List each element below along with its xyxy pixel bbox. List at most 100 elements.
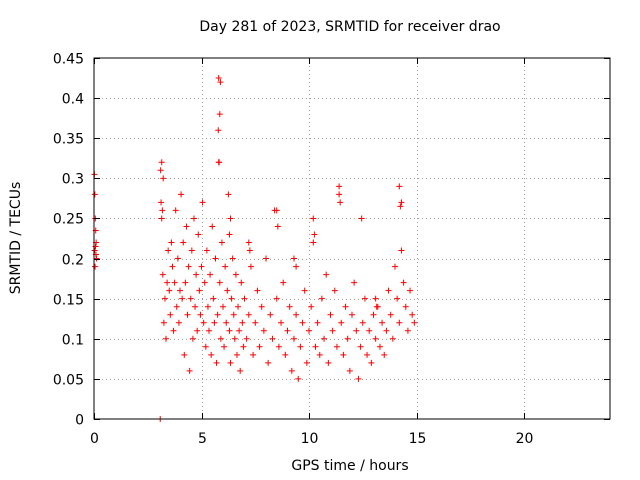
data-point bbox=[158, 159, 165, 166]
x-axis-label: GPS time / hours bbox=[291, 458, 408, 474]
data-points bbox=[91, 75, 418, 422]
data-point bbox=[159, 271, 166, 278]
data-point bbox=[349, 311, 355, 318]
y-tick-label: 0.15 bbox=[53, 293, 84, 309]
data-point bbox=[411, 319, 418, 326]
data-point bbox=[163, 335, 170, 342]
data-point bbox=[340, 351, 347, 358]
data-point bbox=[280, 279, 287, 286]
data-point bbox=[383, 327, 390, 334]
data-point bbox=[303, 359, 310, 366]
data-point bbox=[290, 255, 297, 262]
data-point bbox=[213, 359, 220, 366]
data-point bbox=[216, 159, 223, 166]
data-point bbox=[361, 295, 368, 302]
data-point bbox=[376, 343, 383, 350]
data-point bbox=[222, 263, 229, 270]
data-point bbox=[308, 303, 315, 310]
data-point bbox=[201, 279, 208, 286]
data-point bbox=[231, 335, 238, 342]
x-tick-label: 20 bbox=[516, 431, 534, 447]
data-point bbox=[159, 207, 166, 214]
data-point bbox=[333, 343, 340, 350]
data-point bbox=[203, 247, 210, 254]
data-point bbox=[91, 191, 98, 198]
data-point bbox=[185, 263, 192, 270]
data-point bbox=[160, 175, 167, 182]
data-point bbox=[195, 231, 202, 238]
data-point bbox=[402, 303, 409, 310]
data-point bbox=[397, 203, 404, 210]
data-point bbox=[275, 343, 282, 350]
y-tick-label: 0.25 bbox=[53, 212, 84, 228]
data-point bbox=[204, 303, 211, 310]
data-point bbox=[394, 295, 401, 302]
data-point bbox=[221, 343, 228, 350]
data-point bbox=[216, 279, 223, 286]
data-point bbox=[263, 255, 269, 262]
data-point bbox=[240, 343, 247, 350]
data-point bbox=[404, 327, 411, 334]
data-point bbox=[331, 287, 338, 294]
data-point bbox=[194, 327, 201, 334]
data-point bbox=[241, 295, 248, 302]
data-point bbox=[187, 295, 194, 302]
data-point bbox=[265, 359, 272, 366]
data-point bbox=[295, 375, 302, 382]
data-point bbox=[181, 351, 188, 358]
data-point bbox=[274, 223, 281, 230]
data-point bbox=[311, 231, 318, 238]
data-point bbox=[218, 239, 225, 246]
data-point bbox=[306, 327, 312, 334]
x-tick-label: 10 bbox=[301, 431, 319, 447]
data-point bbox=[293, 263, 300, 270]
data-point bbox=[366, 327, 373, 334]
data-point bbox=[211, 319, 218, 326]
data-point bbox=[174, 255, 181, 262]
data-point bbox=[192, 303, 199, 310]
data-point bbox=[407, 287, 414, 294]
data-point bbox=[342, 303, 349, 310]
x-tick-label: 5 bbox=[198, 431, 207, 447]
data-point bbox=[184, 311, 191, 318]
data-point bbox=[196, 287, 203, 294]
data-point bbox=[207, 271, 214, 278]
data-point bbox=[312, 343, 319, 350]
y-tick-label: 0.2 bbox=[62, 253, 84, 269]
data-point bbox=[227, 359, 234, 366]
data-point bbox=[92, 243, 99, 250]
data-point bbox=[216, 111, 223, 118]
data-point bbox=[228, 295, 235, 302]
data-point bbox=[278, 319, 285, 326]
data-point bbox=[160, 319, 167, 326]
data-point bbox=[212, 255, 219, 262]
data-point bbox=[210, 295, 217, 302]
data-point bbox=[381, 351, 388, 358]
data-point bbox=[215, 75, 222, 82]
data-point bbox=[224, 287, 231, 294]
data-point bbox=[396, 183, 403, 190]
data-point bbox=[164, 279, 171, 286]
data-point bbox=[172, 207, 179, 214]
data-point bbox=[269, 335, 276, 342]
data-point bbox=[179, 295, 186, 302]
data-point bbox=[409, 311, 416, 318]
data-point bbox=[217, 335, 224, 342]
data-point bbox=[245, 239, 252, 246]
data-point bbox=[232, 271, 239, 278]
data-point bbox=[379, 319, 386, 326]
data-point bbox=[168, 239, 175, 246]
data-point bbox=[351, 279, 358, 286]
data-point bbox=[166, 287, 173, 294]
data-point bbox=[370, 311, 377, 318]
data-point bbox=[247, 263, 254, 270]
data-point bbox=[256, 343, 263, 350]
y-tick-label: 0.45 bbox=[53, 52, 84, 68]
data-point bbox=[226, 327, 233, 334]
data-point bbox=[190, 215, 197, 222]
axis-ticks: 0 0.05 0.1 0.15 0.2 0.25 0.3 0.35 0.4 0.45 0 5 10 15 2… bbox=[53, 52, 610, 447]
data-point bbox=[273, 295, 280, 302]
y-axis-label: SRMTID / TECUs bbox=[8, 182, 24, 295]
data-point bbox=[359, 319, 366, 326]
data-point bbox=[321, 335, 328, 342]
